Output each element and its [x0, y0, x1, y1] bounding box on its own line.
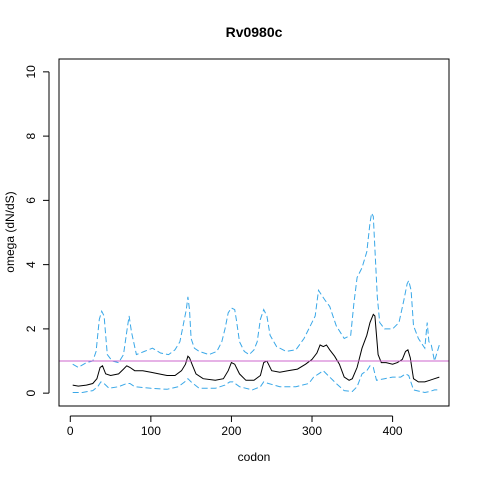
- y-tick-label: 8: [24, 132, 38, 139]
- x-axis-title: codon: [238, 450, 271, 464]
- x-tick-label: 400: [383, 424, 403, 438]
- series-line-lower-bound: [72, 365, 440, 394]
- plot-frame: [58, 58, 450, 407]
- plot-area: [59, 211, 449, 394]
- series-line-upper-bound: [72, 211, 440, 368]
- y-tick-label: 4: [24, 261, 38, 268]
- y-axis-title: omega (dN/dS): [3, 191, 17, 272]
- y-tick-label: 0: [24, 389, 38, 396]
- x-tick-label: 200: [221, 424, 241, 438]
- x-tick-label: 300: [302, 424, 322, 438]
- y-tick-label: 2: [24, 325, 38, 332]
- x-tick-label: 100: [141, 424, 161, 438]
- x-tick-label: 0: [67, 424, 74, 438]
- y-tick-label: 10: [24, 65, 38, 79]
- chart-title: Rv0980c: [226, 24, 283, 40]
- y-tick-label: 6: [24, 197, 38, 204]
- series-line-estimate: [72, 313, 440, 387]
